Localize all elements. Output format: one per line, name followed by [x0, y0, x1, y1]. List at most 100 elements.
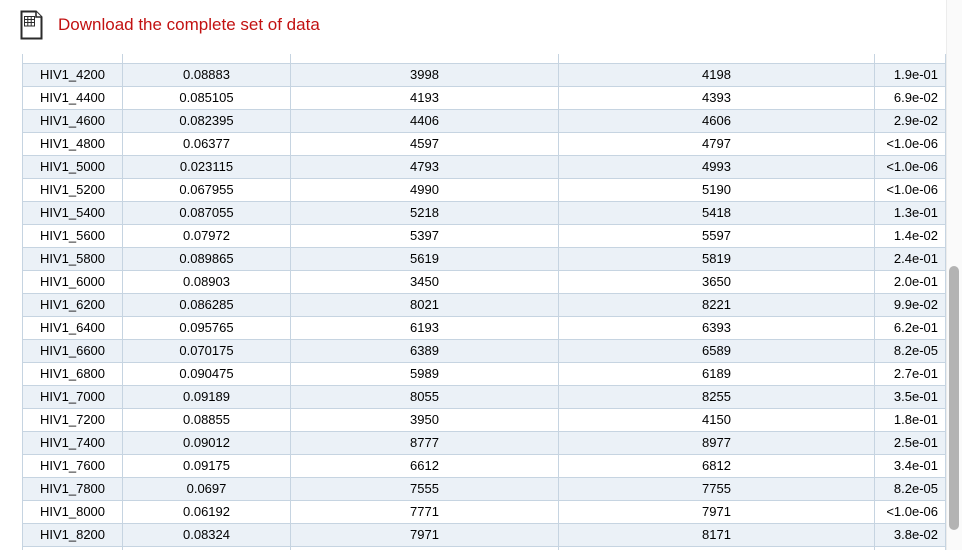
table-cell: HIV1_8000	[22, 500, 123, 524]
table-cell: 4193	[290, 86, 559, 110]
table-cell: 0.06192	[122, 500, 291, 524]
table-cell: HIV1_4400	[22, 86, 123, 110]
table-row: HIV1_4800 0.06377 4597 4797 <1.0e-06	[22, 132, 946, 156]
table-cell: 6612	[290, 454, 559, 478]
table-row: HIV1_5600 0.07972 5397 5597 1.4e-02	[22, 224, 946, 248]
data-table-viewport: HIV1_4200 0.08883 3998 4198 1.9e-01 HIV1_4400…	[22, 54, 946, 550]
table-cell: HIV1_4800	[22, 132, 123, 156]
table-cell: 8221	[558, 293, 875, 317]
table-cell: 6193	[290, 316, 559, 340]
table-cell: 0.089865	[122, 247, 291, 271]
page-header: Download the complete set of data	[20, 9, 320, 41]
table-row: HIV1_6200 0.086285 8021 8221 9.9e-02	[22, 293, 946, 317]
table-cell: 5190	[558, 178, 875, 202]
table-cell: 1.9e-01	[874, 63, 946, 87]
table-cell: 4406	[290, 109, 559, 133]
data-table: HIV1_4200 0.08883 3998 4198 1.9e-01 HIV1_4400…	[22, 54, 946, 550]
table-cell: 4990	[290, 178, 559, 202]
table-body: HIV1_4200 0.08883 3998 4198 1.9e-01 HIV1_4400…	[22, 63, 946, 547]
table-cell: 0.08883	[122, 63, 291, 87]
table-cell: 7555	[290, 477, 559, 501]
table-row: HIV1_8200 0.08324 7971 8171 3.8e-02	[22, 523, 946, 547]
table-cell: 8171	[558, 523, 875, 547]
table-cell: 6189	[558, 362, 875, 386]
table-cell: 3.5e-01	[874, 385, 946, 409]
table-cell: 2.9e-02	[874, 109, 946, 133]
table-cell: 0.082395	[122, 109, 291, 133]
table-cell: <1.0e-06	[874, 132, 946, 156]
table-row: HIV1_6600 0.070175 6389 6589 8.2e-05	[22, 339, 946, 363]
table-cell: 6389	[290, 339, 559, 363]
table-row: HIV1_7400 0.09012 8777 8977 2.5e-01	[22, 431, 946, 455]
table-row: HIV1_4200 0.08883 3998 4198 1.9e-01	[22, 63, 946, 87]
table-cell: HIV1_7000	[22, 385, 123, 409]
download-data-link[interactable]: Download the complete set of data	[58, 15, 320, 34]
table-cell: 1.4e-02	[874, 224, 946, 248]
table-cell: 5218	[290, 201, 559, 225]
table-cell: HIV1_6800	[22, 362, 123, 386]
spreadsheet-file-icon[interactable]	[20, 10, 45, 40]
table-cell: 0.09175	[122, 454, 291, 478]
table-cell: <1.0e-06	[874, 155, 946, 179]
table-cell: 8.2e-05	[874, 477, 946, 501]
table-cell: 8.2e-05	[874, 339, 946, 363]
table-row: HIV1_6800 0.090475 5989 6189 2.7e-01	[22, 362, 946, 386]
table-cell: <1.0e-06	[874, 500, 946, 524]
table-row: HIV1_5200 0.067955 4990 5190 <1.0e-06	[22, 178, 946, 202]
table-cell: 4793	[290, 155, 559, 179]
table-cell: 7971	[558, 500, 875, 524]
table-cell: 3450	[290, 270, 559, 294]
table-cell: 0.08855	[122, 408, 291, 432]
table-cell: 0.08324	[122, 523, 291, 547]
table-cell: 5397	[290, 224, 559, 248]
table-cell: 6.9e-02	[874, 86, 946, 110]
table-cell: 0.08903	[122, 270, 291, 294]
table-cell: HIV1_7200	[22, 408, 123, 432]
table-cell: 1.3e-01	[874, 201, 946, 225]
table-cell: HIV1_5400	[22, 201, 123, 225]
table-cell: 5597	[558, 224, 875, 248]
table-cell: HIV1_5600	[22, 224, 123, 248]
table-cell: HIV1_5000	[22, 155, 123, 179]
table-cell: 6.2e-01	[874, 316, 946, 340]
table-cell: 3650	[558, 270, 875, 294]
table-row: HIV1_5000 0.023115 4793 4993 <1.0e-06	[22, 155, 946, 179]
table-cell: 4198	[558, 63, 875, 87]
table-cell: HIV1_5800	[22, 247, 123, 271]
table-cell: 8977	[558, 431, 875, 455]
table-cell: 4797	[558, 132, 875, 156]
vertical-scrollbar[interactable]	[946, 0, 962, 550]
table-cell: 4606	[558, 109, 875, 133]
table-cell: 2.7e-01	[874, 362, 946, 386]
table-cell: 5418	[558, 201, 875, 225]
table-cell: 8021	[290, 293, 559, 317]
table-cell: 5819	[558, 247, 875, 271]
table-row: HIV1_6400 0.095765 6193 6393 6.2e-01	[22, 316, 946, 340]
table-cell: 7971	[290, 523, 559, 547]
table-cell: 3998	[290, 63, 559, 87]
table-row-partial	[22, 54, 946, 64]
table-cell: 3.4e-01	[874, 454, 946, 478]
table-cell: 1.8e-01	[874, 408, 946, 432]
table-cell: HIV1_5200	[22, 178, 123, 202]
table-cell: 7755	[558, 477, 875, 501]
scrollbar-thumb[interactable]	[949, 266, 959, 530]
table-cell: HIV1_6600	[22, 339, 123, 363]
table-cell: 6589	[558, 339, 875, 363]
table-row: HIV1_7000 0.09189 8055 8255 3.5e-01	[22, 385, 946, 409]
table-cell: HIV1_8200	[22, 523, 123, 547]
table-cell: HIV1_4600	[22, 109, 123, 133]
table-row: HIV1_7800 0.0697 7555 7755 8.2e-05	[22, 477, 946, 501]
table-cell: 0.095765	[122, 316, 291, 340]
table-cell: 4993	[558, 155, 875, 179]
table-cell: 2.4e-01	[874, 247, 946, 271]
table-cell: 0.07972	[122, 224, 291, 248]
table-cell: 0.09189	[122, 385, 291, 409]
table-cell: 0.085105	[122, 86, 291, 110]
table-cell: 0.09012	[122, 431, 291, 455]
table-cell: HIV1_6200	[22, 293, 123, 317]
table-cell: 0.067955	[122, 178, 291, 202]
table-row: HIV1_4600 0.082395 4406 4606 2.9e-02	[22, 109, 946, 133]
table-cell: 8055	[290, 385, 559, 409]
table-cell: 0.086285	[122, 293, 291, 317]
